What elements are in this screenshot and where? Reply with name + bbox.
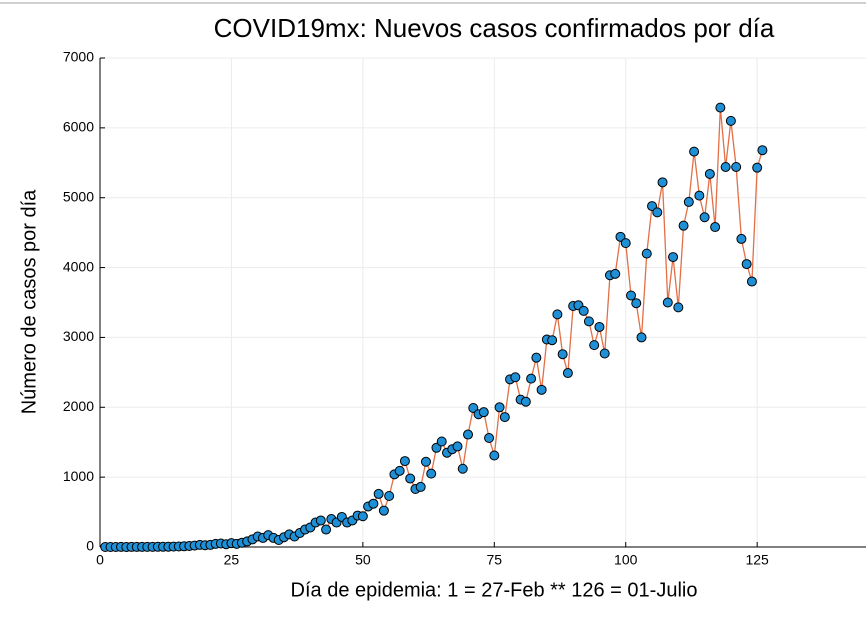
data-point (399, 456, 410, 467)
data-point (736, 233, 747, 244)
data-point (657, 177, 668, 188)
data-point (752, 162, 763, 173)
y-tick-label: 1000 (63, 468, 94, 484)
data-point (578, 305, 589, 316)
data-point (520, 396, 531, 407)
data-point (526, 373, 537, 384)
x-tick-label: 0 (96, 552, 104, 568)
data-point (668, 252, 679, 263)
data-point (704, 168, 715, 179)
y-tick-label: 4000 (63, 258, 94, 274)
data-point (531, 352, 542, 363)
data-point (625, 290, 636, 301)
x-tick-label: 50 (355, 552, 371, 568)
data-point (683, 196, 694, 207)
data-point (599, 348, 610, 359)
data-point (536, 384, 547, 395)
data-point (394, 465, 405, 476)
y-axis-label: Número de casos por día (18, 189, 40, 414)
data-point (620, 238, 631, 249)
data-point (699, 212, 710, 223)
x-tick-label: 75 (487, 552, 503, 568)
data-point (694, 190, 705, 201)
data-point (547, 335, 558, 346)
data-point (557, 349, 568, 360)
data-point (757, 145, 768, 156)
data-point (562, 368, 573, 379)
data-point (589, 340, 600, 351)
y-tick-label: 2000 (63, 398, 94, 414)
data-point (631, 298, 642, 309)
y-tick-label: 6000 (63, 119, 94, 135)
data-point (484, 433, 495, 444)
x-tick-label: 100 (614, 552, 638, 568)
data-point (510, 372, 521, 383)
data-point (357, 511, 368, 522)
y-tick-label: 7000 (63, 49, 94, 65)
data-point (373, 488, 384, 499)
data-point (463, 429, 474, 440)
data-point (368, 498, 379, 509)
data-point (468, 402, 479, 413)
x-axis-label: Día de epidemia: 1 = 27-Feb ** 126 = 01-… (291, 579, 698, 601)
data-point (315, 515, 326, 526)
data-point (378, 505, 389, 516)
chart-title: COVID19mx: Nuevos casos confirmados por … (214, 13, 775, 43)
data-point (615, 231, 626, 242)
data-point (710, 222, 721, 233)
data-point (652, 207, 663, 218)
data-point (610, 268, 621, 279)
data-point (720, 161, 731, 172)
y-tick-label: 0 (86, 538, 94, 554)
data-point (489, 450, 500, 461)
data-point (636, 332, 647, 343)
data-point (641, 248, 652, 259)
data-point (436, 436, 447, 447)
x-tick-label: 125 (745, 552, 769, 568)
data-point (321, 524, 332, 535)
data-point (731, 161, 742, 172)
data-point (746, 276, 757, 287)
data-point (725, 115, 736, 126)
data-point (494, 402, 505, 413)
data-point (420, 456, 431, 467)
x-tick-label: 25 (224, 552, 240, 568)
data-point (741, 259, 752, 270)
y-tick-label: 3000 (63, 328, 94, 344)
data-point (426, 468, 437, 479)
data-point (594, 321, 605, 332)
data-point (384, 491, 395, 502)
data-point (431, 442, 442, 453)
data-point (552, 309, 563, 320)
data-point (673, 302, 684, 313)
y-tick-label: 5000 (63, 188, 94, 204)
data-point (405, 473, 416, 484)
data-point (583, 316, 594, 327)
data-point (499, 412, 510, 423)
series-line (105, 107, 764, 548)
data-point (478, 407, 489, 418)
data-point (647, 201, 658, 212)
data-point (678, 220, 689, 231)
data-point (457, 463, 468, 474)
data-point (715, 102, 726, 113)
data-point (415, 481, 426, 492)
data-point (662, 297, 673, 308)
data-point (452, 441, 463, 452)
data-point (689, 146, 700, 157)
